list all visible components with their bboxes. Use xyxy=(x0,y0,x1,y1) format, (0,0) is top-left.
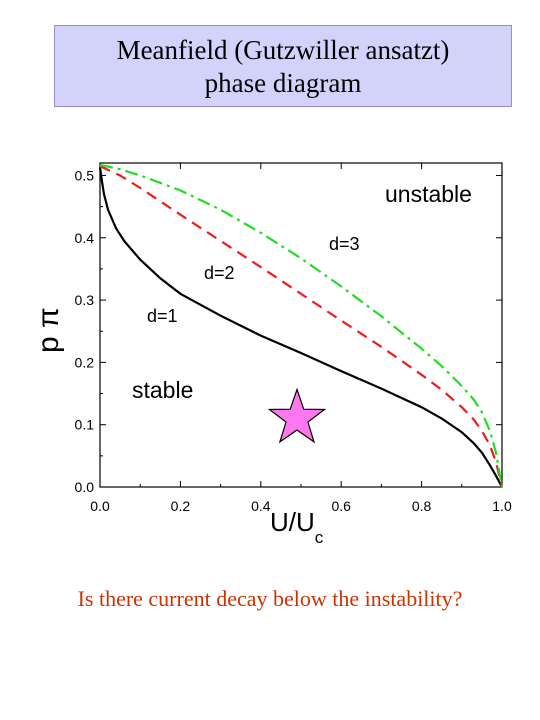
x-tick-label: 0.2 xyxy=(171,498,191,514)
x-tick-label: 0.6 xyxy=(331,498,351,514)
y-tick-label: 0.5 xyxy=(75,167,95,183)
title-line-1: Meanfield (Gutzwiller ansatzt) xyxy=(116,35,450,65)
slide-title: Meanfield (Gutzwiller ansatzt) phase dia… xyxy=(54,25,512,107)
y-tick-label: 0.1 xyxy=(75,417,95,433)
annotation-unstable: unstable xyxy=(385,181,472,207)
series-line-d=2 xyxy=(99,165,504,488)
y-tick-label: 0.0 xyxy=(75,479,95,495)
question-text: Is there current decay below the instabi… xyxy=(77,586,463,611)
series-line-d=1 xyxy=(98,167,503,488)
series-lines xyxy=(98,163,504,488)
annotation-d3: d=3 xyxy=(329,234,360,254)
axis-ticks: 0.0 0.2 0.4 0.6 0.8 1.0 0.0 0.1 0.2 0.3 0.4 0.5 xyxy=(75,163,512,514)
title-line-2: phase diagram xyxy=(204,68,362,98)
annotation-d1: d=1 xyxy=(147,306,178,326)
series-line-d=3 xyxy=(99,163,504,488)
x-tick-label: 1.0 xyxy=(492,498,512,514)
x-tick-label: 0.4 xyxy=(251,498,271,514)
x-axis-label-sub: c xyxy=(315,528,324,547)
y-axis-label: p π xyxy=(32,307,65,353)
x-axis-label-main: U/U xyxy=(270,507,315,537)
x-axis-label: U/Uc xyxy=(270,507,324,547)
y-tick-label: 0.4 xyxy=(75,230,95,246)
star-marker xyxy=(267,387,327,444)
phase-diagram-chart: 0.0 0.2 0.4 0.6 0.8 1.0 0.0 0.1 0.2 0.3 0.4 0.5 uns… xyxy=(32,162,512,547)
annotation-d2: d=2 xyxy=(204,263,235,283)
y-tick-label: 0.2 xyxy=(75,354,95,370)
x-tick-label: 0.8 xyxy=(412,498,432,514)
y-tick-label: 0.3 xyxy=(75,292,95,308)
x-tick-label: 0.0 xyxy=(90,498,110,514)
annotation-stable: stable xyxy=(132,377,193,403)
